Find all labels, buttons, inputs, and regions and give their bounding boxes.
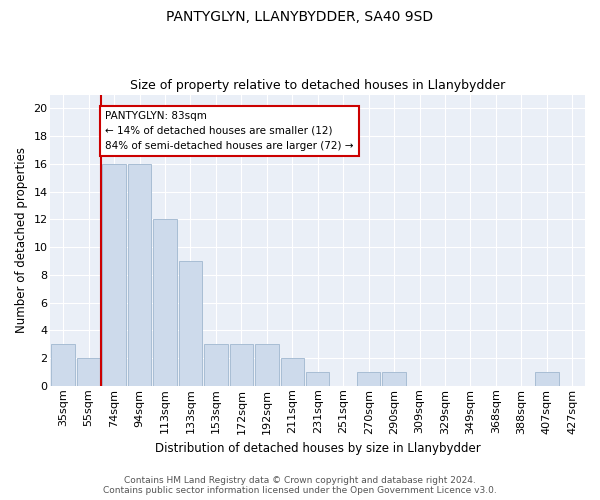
Text: PANTYGLYN, LLANYBYDDER, SA40 9SD: PANTYGLYN, LLANYBYDDER, SA40 9SD bbox=[166, 10, 434, 24]
Bar bbox=[179, 261, 202, 386]
Text: PANTYGLYN: 83sqm
← 14% of detached houses are smaller (12)
84% of semi-detached : PANTYGLYN: 83sqm ← 14% of detached house… bbox=[105, 111, 353, 151]
Bar bbox=[230, 344, 253, 386]
Bar bbox=[382, 372, 406, 386]
Bar bbox=[128, 164, 151, 386]
Bar bbox=[52, 344, 75, 386]
Title: Size of property relative to detached houses in Llanybydder: Size of property relative to detached ho… bbox=[130, 79, 505, 92]
Bar bbox=[281, 358, 304, 386]
Bar bbox=[77, 358, 100, 386]
X-axis label: Distribution of detached houses by size in Llanybydder: Distribution of detached houses by size … bbox=[155, 442, 481, 455]
Bar bbox=[535, 372, 559, 386]
Text: Contains HM Land Registry data © Crown copyright and database right 2024.
Contai: Contains HM Land Registry data © Crown c… bbox=[103, 476, 497, 495]
Bar bbox=[357, 372, 380, 386]
Bar bbox=[255, 344, 278, 386]
Bar bbox=[153, 220, 177, 386]
Bar bbox=[103, 164, 126, 386]
Y-axis label: Number of detached properties: Number of detached properties bbox=[15, 147, 28, 333]
Bar bbox=[204, 344, 227, 386]
Bar bbox=[306, 372, 329, 386]
